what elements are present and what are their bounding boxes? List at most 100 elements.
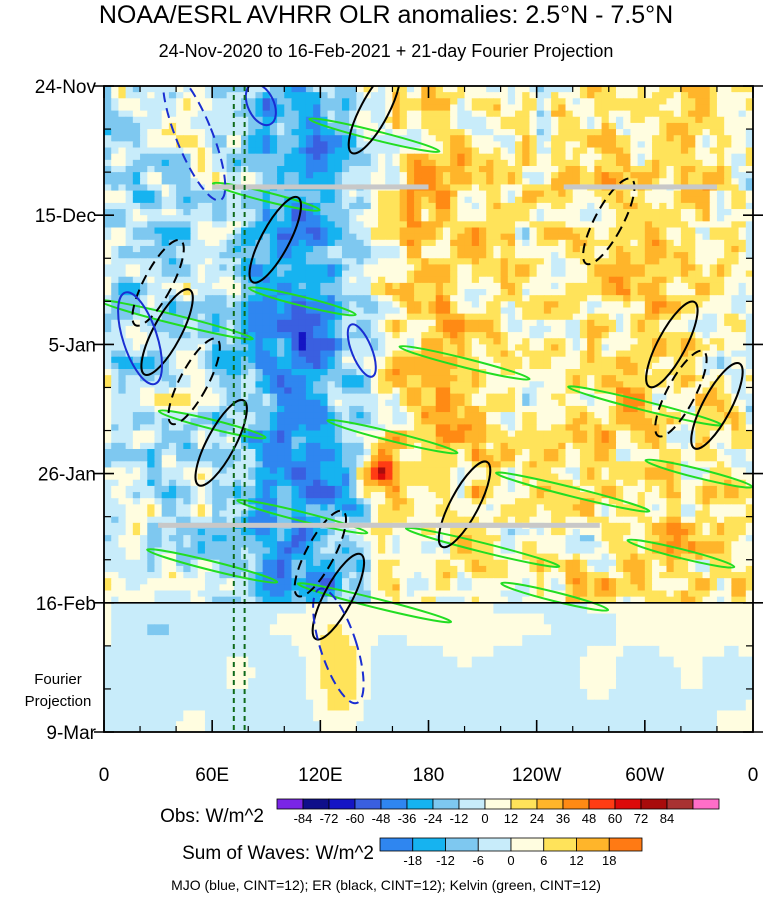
obs-cell <box>161 135 170 142</box>
obs-cell <box>507 252 516 259</box>
obs-cell <box>608 301 617 309</box>
obs-cell <box>399 405 408 413</box>
obs-cell <box>327 412 336 419</box>
obs-cell <box>594 110 603 118</box>
obs-cell <box>615 344 624 352</box>
obs-cell <box>666 129 675 136</box>
obs-cell <box>659 325 668 333</box>
obs-cell <box>457 319 466 327</box>
obs-cell <box>565 295 574 302</box>
obs-cell <box>125 381 134 389</box>
obs-cell <box>673 215 682 222</box>
obs-cell <box>615 135 624 142</box>
obs-cell <box>226 190 235 198</box>
obs-cell <box>579 270 588 278</box>
obs-cell <box>522 233 531 241</box>
obs-cell <box>341 221 350 229</box>
obs-cell <box>212 86 220 93</box>
obs-cell <box>399 221 408 229</box>
obs-cell <box>132 172 141 179</box>
obs-cell <box>442 399 451 407</box>
obs-cell <box>204 129 213 136</box>
obs-cell <box>731 405 740 413</box>
obs-cell <box>269 196 278 204</box>
obs-cell <box>421 276 430 284</box>
obs-cell <box>442 147 451 155</box>
obs-cell <box>212 129 220 136</box>
obs-cell <box>385 307 394 315</box>
obs-cell <box>702 110 711 118</box>
obs-cell <box>500 289 509 296</box>
obs-cell <box>190 141 199 149</box>
obs-cell <box>709 209 718 216</box>
obs-cell <box>666 252 675 259</box>
obs-cell <box>442 209 451 216</box>
obs-cell <box>572 116 581 124</box>
obs-cell <box>601 387 610 395</box>
obs-cell <box>731 356 740 364</box>
obs-cell <box>709 319 718 327</box>
obs-cell <box>313 393 321 401</box>
obs-cell <box>558 338 567 345</box>
obs-cell <box>183 209 192 216</box>
obs-cell <box>269 412 278 419</box>
obs-cell <box>125 424 134 432</box>
obs-cell <box>442 215 451 222</box>
obs-cell <box>125 86 134 93</box>
obs-cell <box>644 227 653 235</box>
obs-cell <box>435 165 444 173</box>
obs-cell <box>313 135 321 142</box>
obs-cell <box>716 282 725 290</box>
obs-cell <box>716 172 725 179</box>
obs-cell <box>233 141 242 149</box>
obs-cell <box>104 172 112 179</box>
obs-cell <box>623 239 632 247</box>
obs-cell <box>392 110 401 118</box>
obs-cell <box>680 338 689 345</box>
obs-cell <box>399 270 408 278</box>
obs-cell <box>493 110 502 118</box>
obs-cell <box>248 344 257 352</box>
obs-cell <box>702 147 711 155</box>
obs-cell <box>406 147 415 155</box>
obs-cell <box>327 424 336 432</box>
obs-cell <box>241 178 249 186</box>
obs-cell <box>478 147 487 155</box>
obs-cell <box>702 264 711 272</box>
obs-cell <box>471 264 480 272</box>
obs-cell <box>414 325 422 333</box>
obs-cell <box>363 209 372 216</box>
obs-cell <box>176 307 184 315</box>
obs-cell <box>111 356 120 364</box>
obs-cell <box>450 245 458 253</box>
obs-cell <box>623 252 632 259</box>
obs-cell <box>428 122 437 130</box>
obs-cell <box>277 282 285 290</box>
obs-cell <box>745 165 753 173</box>
obs-cell <box>709 332 718 339</box>
obs-cell <box>695 233 704 241</box>
obs-cell <box>421 239 430 247</box>
obs-cell <box>486 350 494 358</box>
obs-cell <box>204 356 213 364</box>
obs-cell <box>168 258 177 266</box>
obs-cell <box>212 350 220 358</box>
obs-cell <box>522 104 531 112</box>
obs-cell <box>716 202 725 210</box>
obs-cell <box>745 399 753 407</box>
obs-cell <box>183 147 192 155</box>
obs-cell <box>594 307 603 315</box>
obs-cell <box>428 159 437 167</box>
obs-cell <box>435 313 444 321</box>
obs-cell <box>644 122 653 130</box>
obs-cell <box>572 369 581 376</box>
obs-cell <box>269 129 278 136</box>
obs-cell <box>341 264 350 272</box>
obs-cell <box>161 92 170 99</box>
obs-cell <box>349 116 357 124</box>
obs-cell <box>558 92 567 99</box>
obs-cell <box>356 338 365 345</box>
obs-cell <box>529 227 538 235</box>
obs-cell <box>327 227 336 235</box>
obs-cell <box>298 86 307 93</box>
